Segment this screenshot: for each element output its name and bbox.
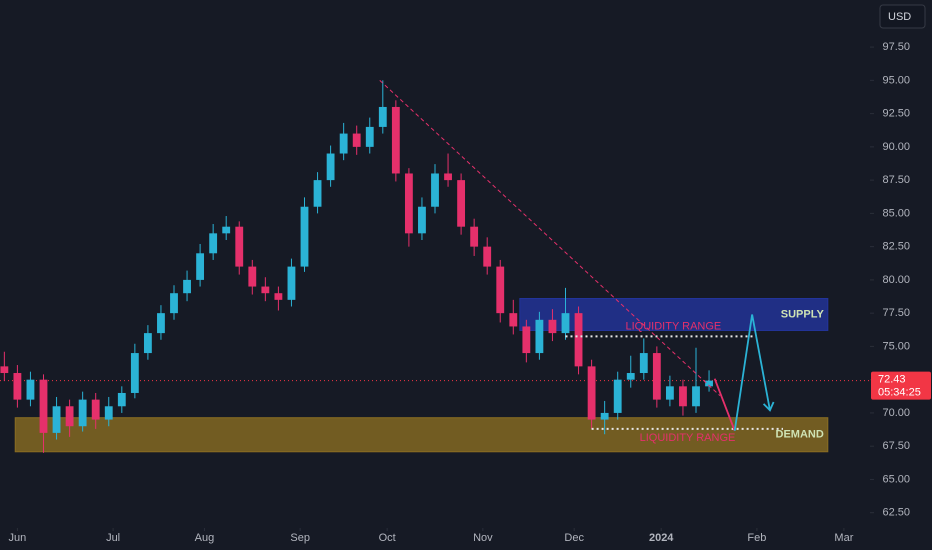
candle-body (418, 206, 426, 234)
y-tick-label: 70.00 (882, 407, 910, 419)
candle-body (0, 366, 9, 374)
candle-body (705, 380, 713, 387)
y-tick-label: 65.00 (882, 473, 910, 485)
candle-body (261, 286, 270, 294)
y-tick-label: 75.00 (882, 340, 910, 352)
candle-body (548, 319, 557, 334)
x-tick-label: Oct (379, 532, 396, 544)
y-tick-label: 95.00 (882, 74, 910, 86)
x-tick-label: Jul (106, 532, 120, 544)
candle-body (587, 366, 596, 420)
x-tick-label: Jun (9, 532, 27, 544)
candle-body (143, 333, 152, 354)
candle-body (222, 226, 231, 234)
candle-body (157, 313, 165, 334)
candle-body (235, 226, 244, 267)
x-tick-label: 2024 (649, 532, 674, 544)
candle-body (378, 106, 387, 127)
x-tick-label: Mar (834, 532, 853, 544)
candle-body (431, 173, 439, 207)
candle-body (104, 406, 113, 420)
candle-body (65, 406, 74, 427)
candle-body (652, 353, 661, 400)
y-tick-label: 97.50 (882, 41, 910, 53)
candle-body (444, 173, 452, 181)
y-tick-label: 92.50 (882, 108, 910, 120)
candle-body (326, 153, 335, 181)
y-tick-label: 67.50 (882, 440, 910, 452)
last-price-box (871, 371, 931, 400)
candle-body (300, 206, 309, 267)
x-tick-label: Sep (290, 532, 310, 544)
candle-body (52, 406, 61, 433)
candle-body (209, 233, 218, 254)
candle-body (522, 326, 531, 354)
y-tick-label: 90.00 (882, 141, 910, 153)
candle-body (613, 379, 622, 413)
candle-body (339, 133, 348, 154)
y-tick-label: 62.50 (882, 507, 910, 519)
candle-body (183, 279, 191, 294)
y-tick-label: 80.00 (882, 274, 910, 286)
currency-box[interactable] (879, 4, 926, 29)
currency[interactable]: USD (888, 11, 911, 23)
liquidity-label: LIQUIDITY RANGE (640, 432, 736, 444)
zone (519, 298, 829, 331)
zone (14, 417, 829, 453)
candle-body (626, 373, 635, 380)
zone-label: SUPPLY (781, 308, 825, 320)
drawing-line (379, 79, 721, 397)
candle-body (91, 399, 100, 420)
candle-body (470, 226, 479, 247)
candle-body (574, 313, 583, 367)
candle-body (561, 313, 570, 334)
candle-body (457, 180, 466, 227)
candle-body (535, 319, 544, 354)
x-tick-label: Aug (195, 532, 215, 544)
candle-body (170, 293, 178, 314)
last-price-label: 72.43 (878, 374, 906, 386)
candle-body (483, 246, 492, 267)
candle-body (404, 173, 413, 234)
y-tick-label: 82.50 (882, 241, 910, 253)
x-tick-label: Nov (473, 532, 493, 544)
candle-body (665, 386, 674, 400)
drawing-line (733, 314, 771, 431)
candle-body (391, 106, 400, 174)
y-tick-label: 77.50 (882, 307, 910, 319)
liquidity-label: LIQUIDITY RANGE (626, 320, 722, 332)
countdown-label: 05:34:25 (878, 387, 921, 399)
drawing-line (713, 378, 736, 432)
candle-body (274, 293, 283, 300)
zone-label: DEMAND (776, 429, 824, 441)
candle-body (26, 379, 35, 400)
candle-body (600, 412, 609, 420)
candle-body (196, 253, 205, 280)
candle-body (287, 266, 296, 300)
candle-body (39, 379, 48, 433)
candle-body (117, 392, 126, 407)
arrow-head (762, 401, 775, 412)
candle-body (639, 353, 648, 374)
candle-body (78, 399, 87, 427)
x-tick-label: Feb (747, 532, 766, 544)
candle-body (248, 266, 257, 287)
candle-body (352, 133, 361, 147)
candle-body (692, 386, 700, 407)
y-tick-label: 85.00 (882, 207, 910, 219)
candle-body (313, 180, 322, 207)
candle-body (130, 353, 139, 393)
candle-body (679, 386, 687, 407)
candle-body (496, 266, 505, 314)
candle-body (13, 373, 22, 400)
x-tick-label: Dec (564, 532, 584, 544)
candle-body (509, 313, 518, 327)
candle-body (365, 126, 374, 147)
y-tick-label: 87.50 (882, 174, 910, 186)
